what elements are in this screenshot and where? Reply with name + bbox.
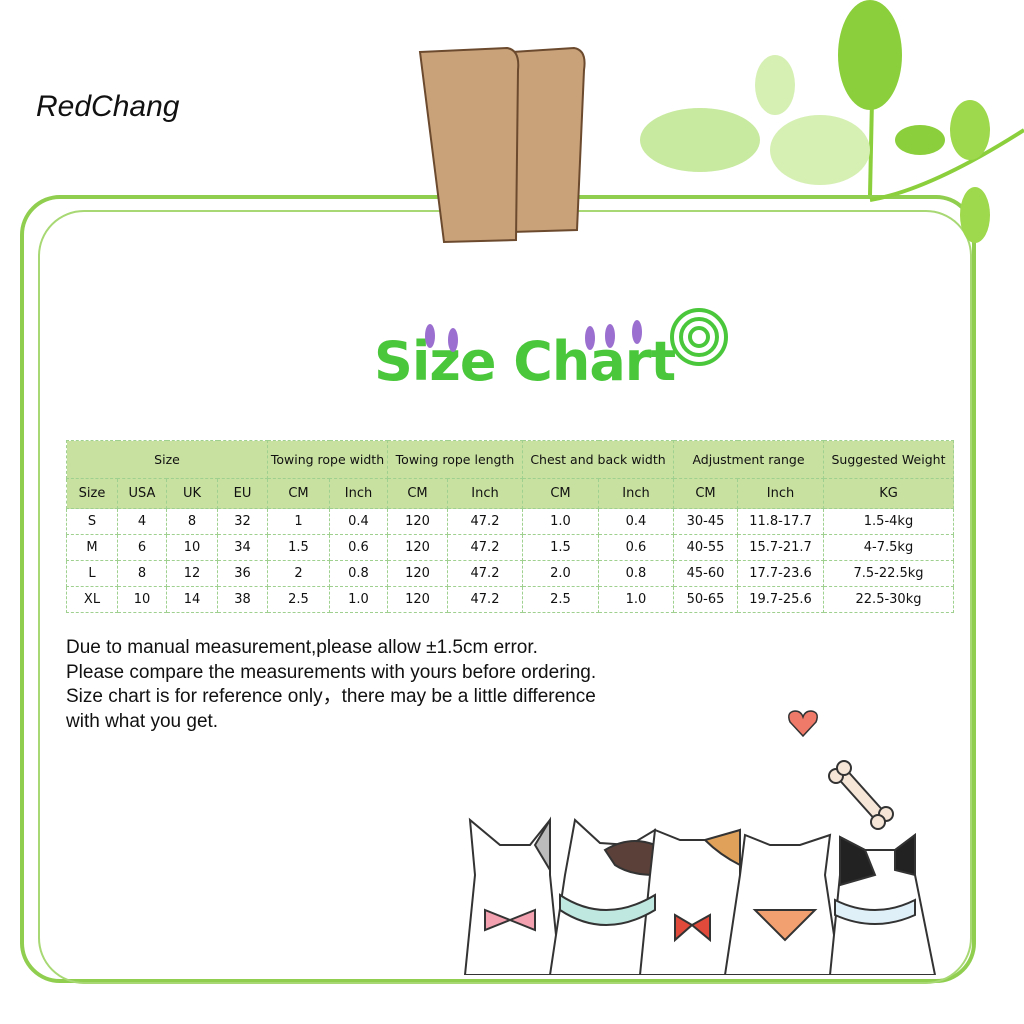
note-line: Please compare the measurements with you… <box>66 661 597 683</box>
subheader-cell: Inch <box>329 478 388 509</box>
table-cell: 32 <box>217 508 268 535</box>
table-row: L 8 12 36 2 0.8 120 47.2 2.0 0.8 45-60 17.7-23.6 7.5… <box>66 560 954 587</box>
table-cell: 12 <box>166 560 218 587</box>
subheader-cell: USA <box>117 478 167 509</box>
table-cell: 4-7.5kg <box>823 534 954 561</box>
spiral-icon <box>670 308 728 366</box>
table-cell: 0.4 <box>598 508 674 535</box>
table-cell: M <box>66 534 118 561</box>
cat-icon <box>463 816 937 975</box>
table-cell: 17.7-23.6 <box>737 560 824 587</box>
table-cell: 40-55 <box>673 534 738 561</box>
table-cell: 120 <box>387 586 448 613</box>
brand-logo: RedChang <box>36 90 180 123</box>
table-cell: 47.2 <box>447 534 523 561</box>
header-cell: Towing rope width <box>267 440 388 479</box>
size-table: Size Towing rope width Towing rope lengt… <box>66 440 954 613</box>
table-cell: 2.5 <box>267 586 330 613</box>
subheader-cell: Inch <box>598 478 674 509</box>
table-cell: 14 <box>166 586 218 613</box>
table-cell: 0.4 <box>329 508 388 535</box>
table-cell: 0.8 <box>598 560 674 587</box>
table-cell: 4 <box>117 508 167 535</box>
table-cell: 47.2 <box>447 560 523 587</box>
table-cell: 8 <box>117 560 167 587</box>
table-cell: 2.0 <box>522 560 599 587</box>
table-cell: 0.8 <box>329 560 388 587</box>
header-cell: Towing rope length <box>387 440 523 479</box>
table-group-header-row: Size Towing rope width Towing rope lengt… <box>66 440 954 479</box>
table-cell: 120 <box>387 560 448 587</box>
table-cell: 2 <box>267 560 330 587</box>
table-cell: 0.6 <box>329 534 388 561</box>
subheader-cell: CM <box>387 478 448 509</box>
heart-icon <box>788 710 818 738</box>
table-cell: 11.8-17.7 <box>737 508 824 535</box>
subheader-cell: UK <box>166 478 218 509</box>
table-cell: 10 <box>117 586 167 613</box>
header-cell: Chest and back width <box>522 440 674 479</box>
note-line: Due to manual measurement,please allow ±… <box>66 637 538 658</box>
table-cell: 1 <box>267 508 330 535</box>
table-row: S 4 8 32 1 0.4 120 47.2 1.0 0.4 30-45 11.8-17.7 1.5-… <box>66 508 954 535</box>
table-cell: 47.2 <box>447 508 523 535</box>
table-cell: 1.0 <box>522 508 599 535</box>
table-cell: 15.7-21.7 <box>737 534 824 561</box>
subheader-cell: KG <box>823 478 954 509</box>
table-sub-header-row: Size USA UK EU CM Inch CM Inch CM Inch CM Inch KG <box>66 478 954 509</box>
table-cell: 1.5-4kg <box>823 508 954 535</box>
table-cell: 30-45 <box>673 508 738 535</box>
table-cell: L <box>66 560 118 587</box>
table-cell: 120 <box>387 508 448 535</box>
subheader-cell: CM <box>522 478 599 509</box>
header-cell: Suggested Weight <box>823 440 954 479</box>
subheader-cell: EU <box>217 478 268 509</box>
notes: Due to manual measurement,please allow ±… <box>66 636 596 734</box>
table-cell: 22.5-30kg <box>823 586 954 613</box>
table-cell: 45-60 <box>673 560 738 587</box>
table-cell: 6 <box>117 534 167 561</box>
table-cell: 1.0 <box>598 586 674 613</box>
table-cell: 47.2 <box>447 586 523 613</box>
table-cell: 50-65 <box>673 586 738 613</box>
subheader-cell: Size <box>66 478 118 509</box>
table-cell: 120 <box>387 534 448 561</box>
table-cell: 1.5 <box>522 534 599 561</box>
header-cell: Adjustment range <box>673 440 824 479</box>
clip-icon <box>418 46 586 244</box>
table-cell: 2.5 <box>522 586 599 613</box>
subheader-cell: CM <box>673 478 738 509</box>
leaf-icon <box>425 320 642 352</box>
table-cell: 1.5 <box>267 534 330 561</box>
table-cell: XL <box>66 586 118 613</box>
bone-icon <box>828 760 894 830</box>
table-cell: 1.0 <box>329 586 388 613</box>
table-cell: 19.7-25.6 <box>737 586 824 613</box>
header-cell: Size <box>66 440 268 479</box>
subheader-cell: CM <box>267 478 330 509</box>
subheader-cell: Inch <box>737 478 824 509</box>
leaf-icon <box>640 0 1024 243</box>
table-cell: 10 <box>166 534 218 561</box>
note-line: with what you get. <box>66 710 219 732</box>
note-line: Size chart is for reference only，there m… <box>66 686 596 707</box>
size-chart-title: Size Chart <box>374 330 676 393</box>
table-cell: 34 <box>217 534 268 561</box>
table-cell: 7.5-22.5kg <box>823 560 954 587</box>
subheader-cell: Inch <box>447 478 523 509</box>
table-cell: 38 <box>217 586 268 613</box>
table-row: M 6 10 34 1.5 0.6 120 47.2 1.5 0.6 40-55 15.7-21.7 4… <box>66 534 954 561</box>
table-row: XL 10 14 38 2.5 1.0 120 47.2 2.5 1.0 50-65 19.7-25.… <box>66 586 954 613</box>
table-cell: S <box>66 508 118 535</box>
table-cell: 8 <box>166 508 218 535</box>
table-cell: 36 <box>217 560 268 587</box>
table-cell: 0.6 <box>598 534 674 561</box>
